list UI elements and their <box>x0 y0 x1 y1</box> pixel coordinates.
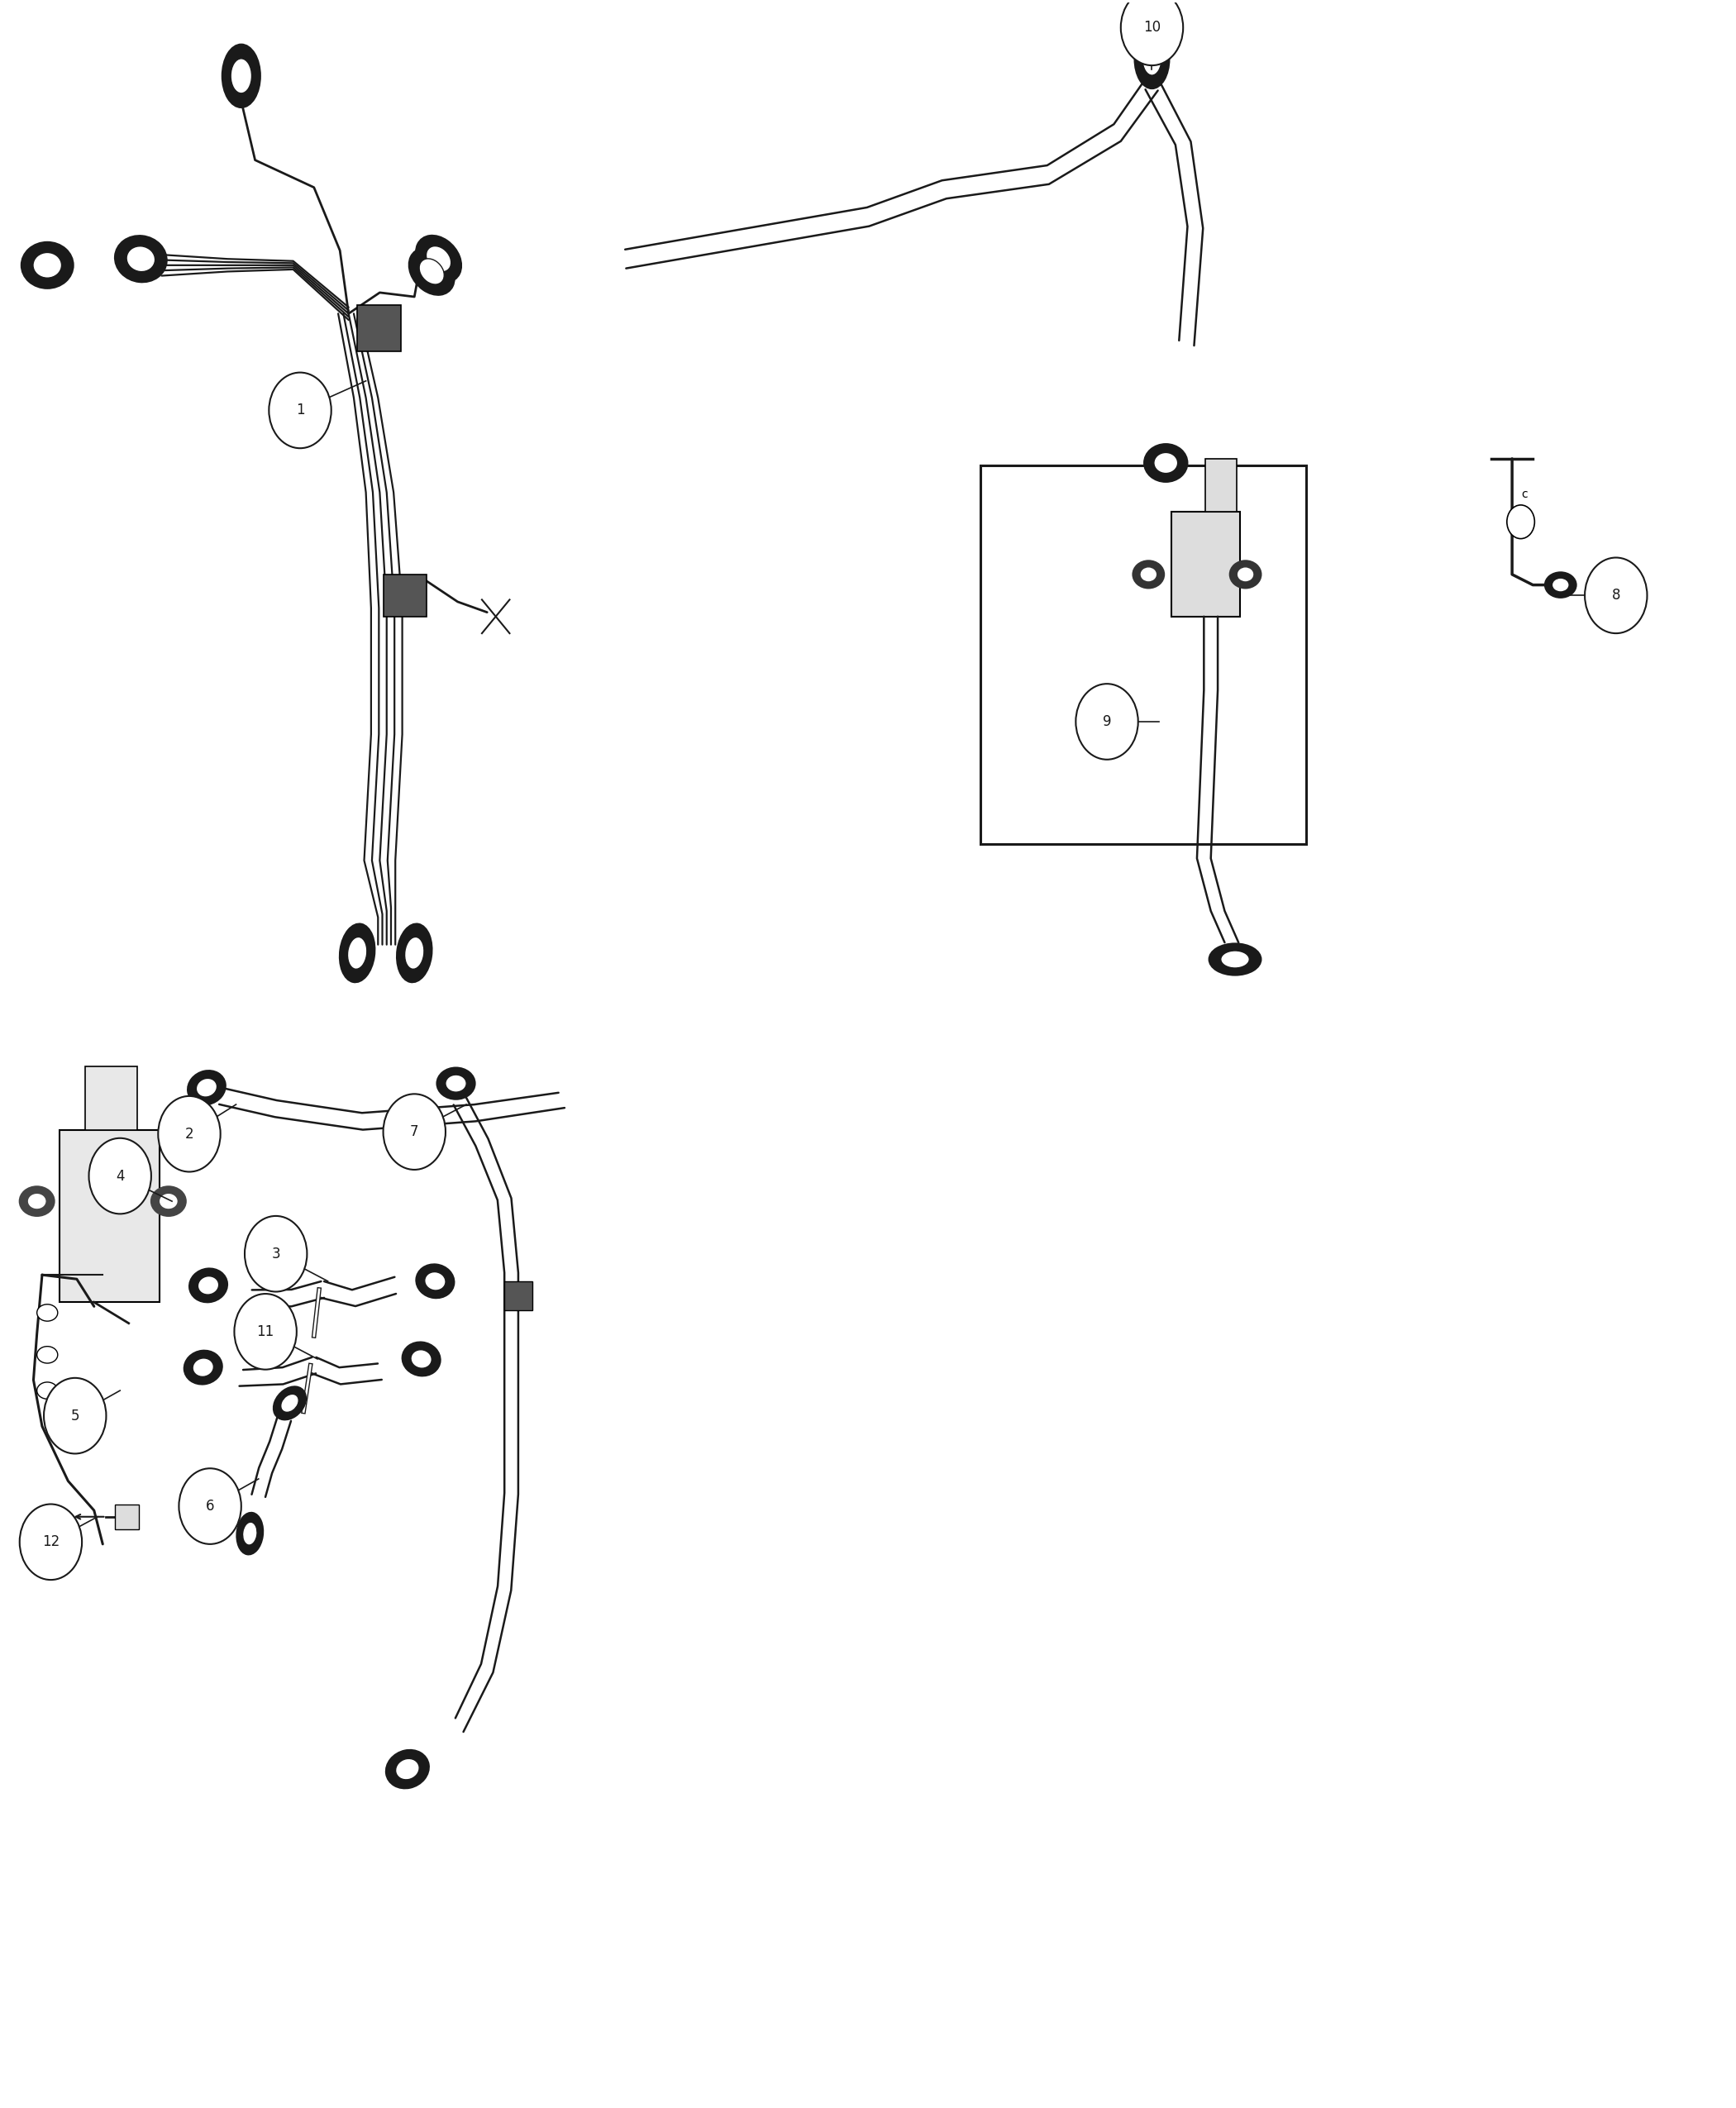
Ellipse shape <box>189 1269 227 1303</box>
Ellipse shape <box>193 1358 214 1377</box>
Ellipse shape <box>236 1514 264 1554</box>
Circle shape <box>1507 506 1535 540</box>
Bar <box>1172 512 1240 616</box>
Ellipse shape <box>425 247 451 272</box>
Ellipse shape <box>33 253 61 278</box>
Text: 7: 7 <box>410 1124 418 1138</box>
Ellipse shape <box>160 1193 179 1210</box>
Bar <box>59 1130 160 1303</box>
Text: 11: 11 <box>257 1324 274 1339</box>
Bar <box>384 573 427 616</box>
Ellipse shape <box>446 1075 467 1092</box>
Text: 5: 5 <box>71 1408 80 1423</box>
Bar <box>1205 460 1236 512</box>
Ellipse shape <box>1141 567 1158 582</box>
Ellipse shape <box>347 936 366 970</box>
Ellipse shape <box>417 1265 455 1299</box>
Text: 2: 2 <box>186 1126 194 1140</box>
Ellipse shape <box>1220 951 1250 968</box>
Circle shape <box>179 1469 241 1543</box>
Ellipse shape <box>28 1193 47 1210</box>
Ellipse shape <box>340 923 375 982</box>
Ellipse shape <box>198 1275 219 1294</box>
Ellipse shape <box>1154 453 1177 474</box>
Ellipse shape <box>396 1758 420 1779</box>
Ellipse shape <box>418 259 444 285</box>
Ellipse shape <box>187 1071 226 1105</box>
Ellipse shape <box>425 1271 446 1290</box>
Ellipse shape <box>403 1343 441 1377</box>
Bar <box>85 1067 137 1130</box>
Ellipse shape <box>36 1305 57 1322</box>
Ellipse shape <box>281 1393 299 1412</box>
Ellipse shape <box>410 249 455 295</box>
Bar <box>981 466 1305 843</box>
Ellipse shape <box>1135 30 1170 89</box>
Ellipse shape <box>398 923 432 982</box>
Circle shape <box>43 1379 106 1455</box>
Text: c: c <box>1521 489 1528 500</box>
Ellipse shape <box>184 1351 222 1385</box>
Ellipse shape <box>1134 561 1165 588</box>
Ellipse shape <box>1142 42 1161 76</box>
Ellipse shape <box>411 1349 432 1368</box>
Text: 3: 3 <box>271 1246 279 1261</box>
Circle shape <box>19 1505 82 1579</box>
Circle shape <box>1121 0 1184 65</box>
Ellipse shape <box>222 44 260 108</box>
Circle shape <box>1585 559 1647 632</box>
Text: 1: 1 <box>295 403 304 417</box>
Ellipse shape <box>1545 571 1576 597</box>
Ellipse shape <box>1229 561 1260 588</box>
Ellipse shape <box>243 1522 257 1545</box>
Circle shape <box>245 1216 307 1292</box>
Text: 12: 12 <box>42 1535 59 1549</box>
Circle shape <box>1076 683 1139 759</box>
Text: 6: 6 <box>207 1499 215 1514</box>
Text: 8: 8 <box>1611 588 1620 603</box>
Ellipse shape <box>385 1750 429 1788</box>
Ellipse shape <box>1236 567 1253 582</box>
Bar <box>358 306 401 352</box>
Bar <box>505 1282 533 1311</box>
Circle shape <box>89 1138 151 1214</box>
Circle shape <box>269 373 332 449</box>
Ellipse shape <box>1552 578 1569 592</box>
Text: 9: 9 <box>1102 715 1111 729</box>
Ellipse shape <box>196 1079 217 1096</box>
Ellipse shape <box>151 1187 186 1216</box>
Ellipse shape <box>36 1347 57 1364</box>
Circle shape <box>234 1294 297 1370</box>
Ellipse shape <box>21 242 73 289</box>
Ellipse shape <box>274 1387 306 1419</box>
Ellipse shape <box>437 1067 476 1098</box>
Text: 4: 4 <box>116 1168 125 1183</box>
Circle shape <box>158 1096 220 1172</box>
Ellipse shape <box>404 936 424 970</box>
Ellipse shape <box>127 247 155 272</box>
Bar <box>115 1505 139 1530</box>
Ellipse shape <box>115 236 167 282</box>
Ellipse shape <box>417 236 462 282</box>
Ellipse shape <box>19 1187 54 1216</box>
Ellipse shape <box>231 59 252 93</box>
Ellipse shape <box>1144 445 1187 483</box>
Ellipse shape <box>36 1383 57 1400</box>
Text: 10: 10 <box>1144 21 1161 36</box>
Circle shape <box>384 1094 446 1170</box>
Ellipse shape <box>1208 944 1260 976</box>
